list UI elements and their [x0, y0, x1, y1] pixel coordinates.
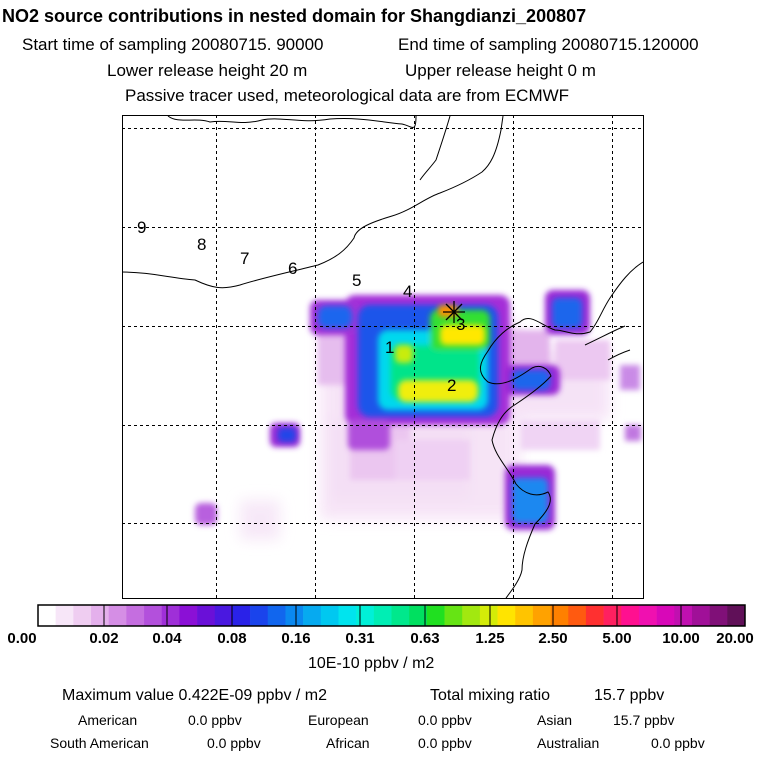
colorbar-swatch: [214, 605, 233, 626]
total-mixing-ratio-label: Total mixing ratio: [430, 687, 551, 704]
colorbar-units: 10E-10 ppbv / m2: [308, 655, 435, 672]
colorbar-tick: 0.04: [152, 630, 182, 647]
region-value-african: 0.0 ppbv: [418, 735, 472, 751]
total-mixing-ratio-value: 15.7 ppbv: [594, 687, 665, 704]
trajectory-label-3: 3: [456, 315, 465, 334]
region-name-asian: Asian: [537, 712, 573, 728]
region-name-european: European: [308, 712, 369, 728]
concentration-field: [195, 290, 641, 540]
trajectory-label-8: 8: [197, 235, 206, 254]
colorbar-tick: 20.00: [716, 630, 754, 647]
colorbar-swatch: [532, 605, 551, 626]
colorbar-swatch: [55, 605, 74, 626]
colorbar-swatch: [161, 605, 180, 626]
trajectory-label-6: 6: [288, 259, 297, 278]
colorbar-swatch: [108, 605, 127, 626]
colorbar-swatch: [267, 605, 286, 626]
colorbar-tick: 0.02: [89, 630, 119, 647]
colorbar-swatch: [691, 605, 710, 626]
colorbar-swatch: [197, 605, 216, 626]
colorbar-swatch: [285, 605, 304, 626]
colorbar-tick: 10.00: [662, 630, 700, 647]
trajectory-label-1: 1: [385, 338, 394, 357]
region-value-australian: 0.0 ppbv: [651, 735, 705, 751]
colorbar: [37, 604, 746, 627]
colorbar-swatch: [568, 605, 587, 626]
colorbar-swatch: [391, 605, 410, 626]
trajectory-label-2: 2: [447, 376, 456, 395]
colorbar-swatch: [303, 605, 322, 626]
start-time-label: Start time of sampling 20080715. 90000: [22, 35, 324, 54]
colorbar-swatch: [638, 605, 657, 626]
lower-release-label: Lower release height 20 m: [107, 61, 308, 80]
trajectory-label-9: 9: [137, 218, 146, 237]
colorbar-swatch: [126, 605, 145, 626]
region-value-asian: 15.7 ppbv: [613, 712, 675, 728]
colorbar-tick: 0.00: [7, 630, 37, 647]
trajectory-label-7: 7: [240, 249, 249, 268]
colorbar-tick: 0.31: [345, 630, 375, 647]
end-time-label: End time of sampling 20080715.120000: [398, 35, 699, 54]
colorbar-swatch: [585, 605, 604, 626]
colorbar-swatch: [603, 605, 622, 626]
colorbar-swatch: [550, 605, 569, 626]
graticule: [122, 115, 643, 598]
region-value-south-american: 0.0 ppbv: [207, 735, 261, 751]
region-name-australian: Australian: [537, 735, 600, 751]
colorbar-tick: 2.50: [538, 630, 568, 647]
tracer-note: Passive tracer used, meteorological data…: [125, 86, 570, 105]
colorbar-border: [37, 604, 746, 627]
colorbar-swatch: [38, 605, 56, 626]
receptor-marker-icon: [443, 301, 465, 323]
trajectory-label-5: 5: [352, 271, 361, 290]
plot-title: NO2 source contributions in nested domai…: [2, 6, 587, 26]
coastlines: [122, 115, 643, 598]
colorbar-tick: 0.16: [281, 630, 311, 647]
colorbar-swatch: [373, 605, 392, 626]
colorbar-tick: 1.25: [475, 630, 505, 647]
colorbar-swatch: [320, 605, 339, 626]
trajectory-label-4: 4: [403, 282, 412, 301]
colorbar-swatch: [727, 605, 746, 626]
colorbar-swatch: [144, 605, 163, 626]
region-value-american: 0.0 ppbv: [188, 712, 242, 728]
colorbar-swatch: [462, 605, 481, 626]
colorbar-swatch: [179, 605, 198, 626]
colorbar-swatch: [444, 605, 463, 626]
colorbar-swatch: [232, 605, 251, 626]
colorbar-swatch: [91, 605, 110, 626]
region-name-south-american: South American: [50, 735, 149, 751]
colorbar-swatch: [356, 605, 375, 626]
colorbar-tick: 0.08: [217, 630, 247, 647]
colorbar-swatch: [497, 605, 516, 626]
region-name-american: American: [78, 712, 138, 728]
upper-release-label: Upper release height 0 m: [405, 61, 596, 80]
colorbar-swatch: [674, 605, 693, 626]
colorbar-swatch: [409, 605, 428, 626]
region-name-african: African: [326, 735, 370, 751]
colorbar-swatch: [656, 605, 675, 626]
colorbar-swatch: [515, 605, 534, 626]
colorbar-swatch: [426, 605, 445, 626]
colorbar-swatch: [73, 605, 92, 626]
colorbar-swatch: [479, 605, 498, 626]
colorbar-tick: 0.63: [410, 630, 440, 647]
colorbar-swatch: [709, 605, 728, 626]
maximum-value-label: Maximum value 0.422E-09 ppbv / m2: [62, 687, 328, 704]
colorbar-swatch: [250, 605, 269, 626]
trajectory-labels: 9 8 7 6 5 4 3 1 2: [137, 218, 465, 395]
region-value-european: 0.0 ppbv: [418, 712, 472, 728]
colorbar-tick: 5.00: [602, 630, 632, 647]
colorbar-swatch: [621, 605, 640, 626]
colorbar-swatch: [338, 605, 357, 626]
